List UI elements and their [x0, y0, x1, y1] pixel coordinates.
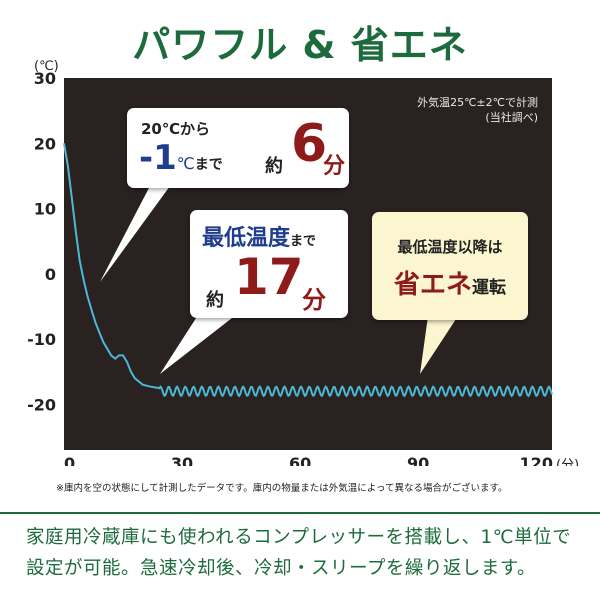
callout-6min: 20℃から -1℃まで 約 6 分	[127, 108, 349, 188]
y-tick-label: -20	[27, 395, 56, 414]
y-tick-label: 30	[34, 69, 56, 88]
divider	[0, 512, 600, 514]
y-tick-label: -10	[27, 330, 56, 349]
x-tick-label: 30	[171, 454, 193, 466]
y-tick-label: 10	[34, 200, 56, 219]
callout3-tail	[420, 316, 458, 374]
x-tick-label: 120	[520, 454, 553, 466]
y-tick-label: 0	[45, 265, 56, 284]
callout-17min: 最低温度まで 約 17 分	[190, 210, 348, 318]
x-tick-label: 90	[407, 454, 429, 466]
footnote: ※庫内を空の状態にして計測したデータです。庫内の物量または外気温によって異なる場…	[56, 483, 508, 494]
x-tick-label: 60	[289, 454, 311, 466]
callout-eco: 最低温度以降は 省エネ運転	[372, 212, 528, 320]
y-tick-label: 20	[34, 134, 56, 153]
callout1-tail	[100, 186, 170, 282]
measurement-note: 外気温25℃±2℃で計測 (当社調べ)	[417, 96, 538, 124]
callout2-tail	[160, 312, 232, 374]
series-line	[63, 143, 553, 398]
page-title: パワフル & 省エネ	[132, 23, 468, 67]
x-unit-label: (分)	[556, 458, 579, 466]
y-unit-label: (℃)	[34, 59, 59, 74]
x-tick-label: 0	[64, 454, 75, 466]
description: 家庭用冷蔵庫にも使われるコンプレッサーを搭載し、1℃単位で 設定が可能。急速冷却…	[26, 527, 572, 579]
